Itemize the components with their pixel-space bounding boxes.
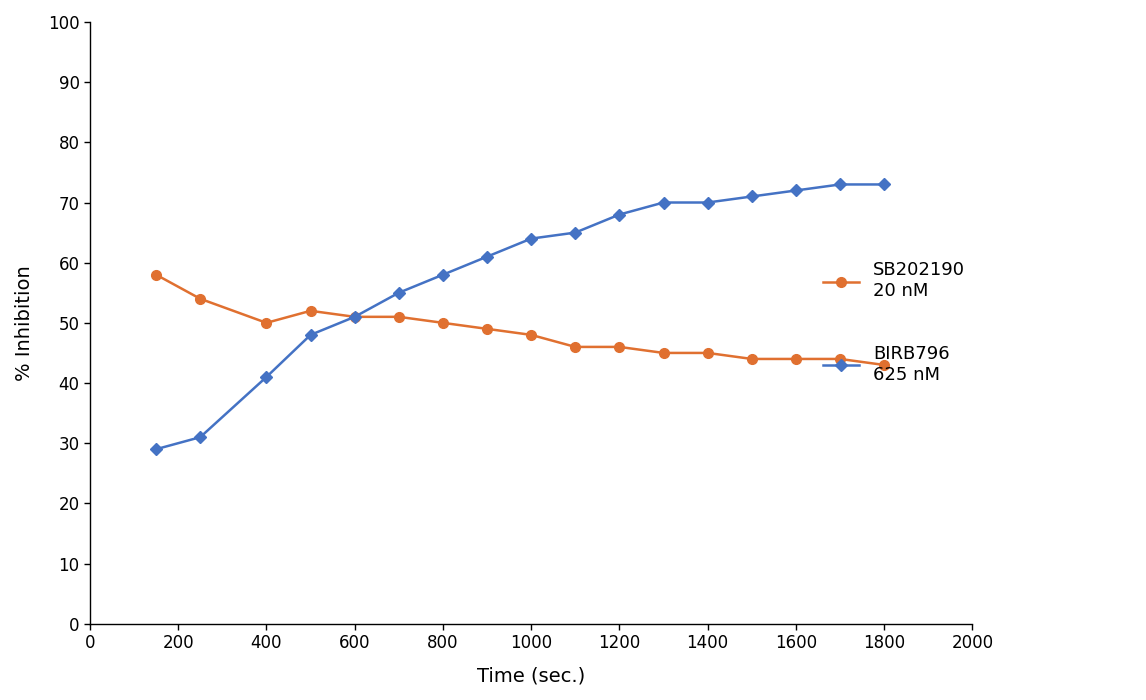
BIRB796
625 nM: [149, 445, 163, 454]
SB202190
20 nM: [392, 313, 406, 321]
Line: BIRB796
625 nM: BIRB796 625 nM: [152, 181, 888, 454]
SB202190
20 nM: [701, 349, 715, 357]
SB202190
20 nM: [259, 318, 273, 327]
BIRB796
625 nM: [701, 198, 715, 206]
BIRB796
625 nM: [304, 330, 317, 339]
SB202190
20 nM: [525, 330, 539, 339]
SB202190
20 nM: [745, 355, 759, 363]
SB202190
20 nM: [194, 295, 207, 303]
SB202190
20 nM: [833, 355, 847, 363]
SB202190
20 nM: [657, 349, 670, 357]
Legend: SB202190
20 nM, BIRB796
625 nM: SB202190 20 nM, BIRB796 625 nM: [823, 262, 965, 384]
BIRB796
625 nM: [347, 313, 361, 321]
BIRB796
625 nM: [568, 228, 582, 237]
SB202190
20 nM: [304, 307, 317, 315]
SB202190
20 nM: [568, 343, 582, 351]
SB202190
20 nM: [149, 270, 163, 279]
BIRB796
625 nM: [657, 198, 670, 206]
SB202190
20 nM: [613, 343, 627, 351]
SB202190
20 nM: [790, 355, 803, 363]
BIRB796
625 nM: [878, 181, 892, 189]
SB202190
20 nM: [347, 313, 361, 321]
SB202190
20 nM: [878, 360, 892, 369]
BIRB796
625 nM: [613, 210, 627, 218]
Line: SB202190
20 nM: SB202190 20 nM: [151, 270, 889, 370]
SB202190
20 nM: [435, 318, 449, 327]
SB202190
20 nM: [480, 325, 494, 333]
BIRB796
625 nM: [833, 181, 847, 189]
Y-axis label: % Inhibition: % Inhibition: [15, 265, 34, 381]
BIRB796
625 nM: [392, 288, 406, 297]
BIRB796
625 nM: [745, 193, 759, 201]
BIRB796
625 nM: [790, 186, 803, 195]
BIRB796
625 nM: [480, 253, 494, 261]
BIRB796
625 nM: [525, 234, 539, 243]
X-axis label: Time (sec.): Time (sec.): [477, 666, 586, 685]
BIRB796
625 nM: [259, 373, 273, 382]
BIRB796
625 nM: [435, 270, 449, 279]
BIRB796
625 nM: [194, 433, 207, 442]
